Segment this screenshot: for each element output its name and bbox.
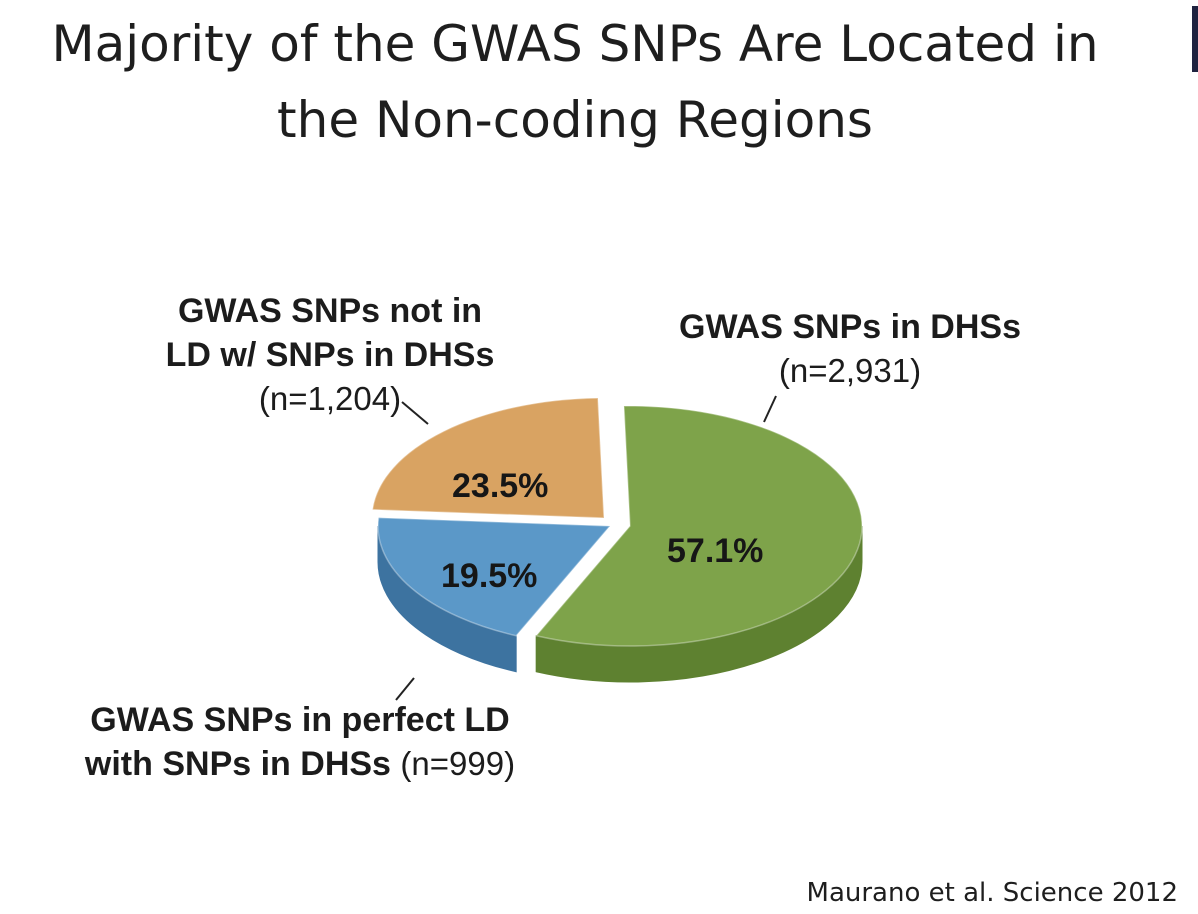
legend-label-perfect-ld: GWAS SNPs in perfect LD with SNPs in DHS…: [40, 698, 560, 786]
slide-title: Majority of the GWAS SNPs Are Located in…: [0, 6, 1150, 158]
pie-slice-perfect-ld: [377, 516, 612, 637]
slide-edge-bar: [1192, 6, 1198, 72]
pie-slice-not-in-ld: [371, 397, 605, 519]
slide-title-line-1: Majority of the GWAS SNPs Are Located in: [51, 15, 1099, 73]
percent-label-in-dhss: 57.1%: [667, 532, 764, 570]
leader-line-not-in-ld: [401, 401, 429, 425]
citation: Maurano et al. Science 2012: [806, 878, 1178, 908]
slide-title-line-2: the Non-coding Regions: [277, 91, 873, 149]
label-not-in-ld-line-1: GWAS SNPs not in: [177, 292, 483, 330]
pie-slice-in-dhss: [534, 405, 863, 647]
label-not-in-ld-line-2: LD w/ SNPs in DHSs: [165, 336, 495, 374]
leader-line-perfect-ld: [395, 677, 415, 701]
label-perfect-ld-line-2: with SNPs in DHSs: [84, 745, 391, 783]
label-in-dhss-line-1: GWAS SNPs in DHSs: [679, 308, 1021, 346]
label-perfect-ld-count: (n=999): [400, 745, 516, 782]
legend-label-not-in-ld: GWAS SNPs not in LD w/ SNPs in DHSs (n=1…: [140, 289, 520, 421]
leader-line-in-dhss: [763, 395, 777, 423]
legend-label-in-dhss: GWAS SNPs in DHSs (n=2,931): [640, 305, 1060, 393]
label-perfect-ld-line-1: GWAS SNPs in perfect LD: [90, 701, 510, 739]
label-not-in-ld-count: (n=1,204): [258, 380, 402, 417]
label-in-dhss-count: (n=2,931): [778, 352, 922, 389]
percent-label-perfect-ld: 19.5%: [441, 557, 538, 595]
percent-label-not-in-ld: 23.5%: [452, 467, 549, 505]
